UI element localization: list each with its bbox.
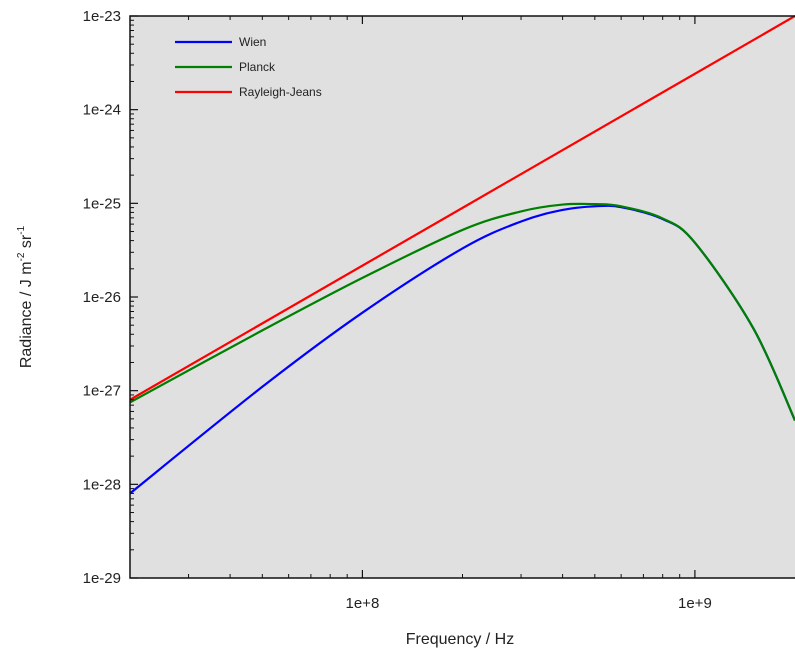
y-axis-title-exp-2: -1 xyxy=(16,225,27,234)
y-tick-label: 1e-25 xyxy=(83,195,121,212)
y-axis-title-exp-1: -2 xyxy=(16,252,27,261)
series-layer xyxy=(129,15,795,495)
y-axis-title: Radiance / J m-2 sr-1 xyxy=(16,225,35,368)
x-tick-label: 1e+9 xyxy=(678,595,712,612)
y-axis-title-main: Radiance / J m xyxy=(18,261,35,368)
plot-background xyxy=(130,16,795,578)
series-line-rayleigh-jeans xyxy=(129,15,795,401)
legend-label-planck: Planck xyxy=(239,60,276,74)
plot-frame xyxy=(129,15,795,579)
legend-label-rayleigh-jeans: Rayleigh-Jeans xyxy=(239,85,322,99)
y-tick-label: 1e-27 xyxy=(83,383,121,400)
y-tick-label: 1e-28 xyxy=(83,476,121,493)
y-tick-label: 1e-29 xyxy=(83,570,121,587)
y-axis-title-mid: sr xyxy=(18,234,35,252)
legend: Wien Planck Rayleigh-Jeans xyxy=(175,35,322,99)
x-tick-label: 1e+8 xyxy=(346,595,380,612)
y-tick-label: 1e-23 xyxy=(83,8,121,25)
y-tick-label: 1e-24 xyxy=(83,102,121,119)
series-line-planck xyxy=(129,202,795,421)
ticks-layer: 1e-29 1e-28 1e-27 1e-26 1e-25 1e-24 1e-23 1e+8 1… xyxy=(83,8,712,612)
x-axis-title: Frequency / Hz xyxy=(406,631,514,648)
y-tick-label: 1e-26 xyxy=(83,289,121,306)
legend-label-wien: Wien xyxy=(239,35,266,49)
